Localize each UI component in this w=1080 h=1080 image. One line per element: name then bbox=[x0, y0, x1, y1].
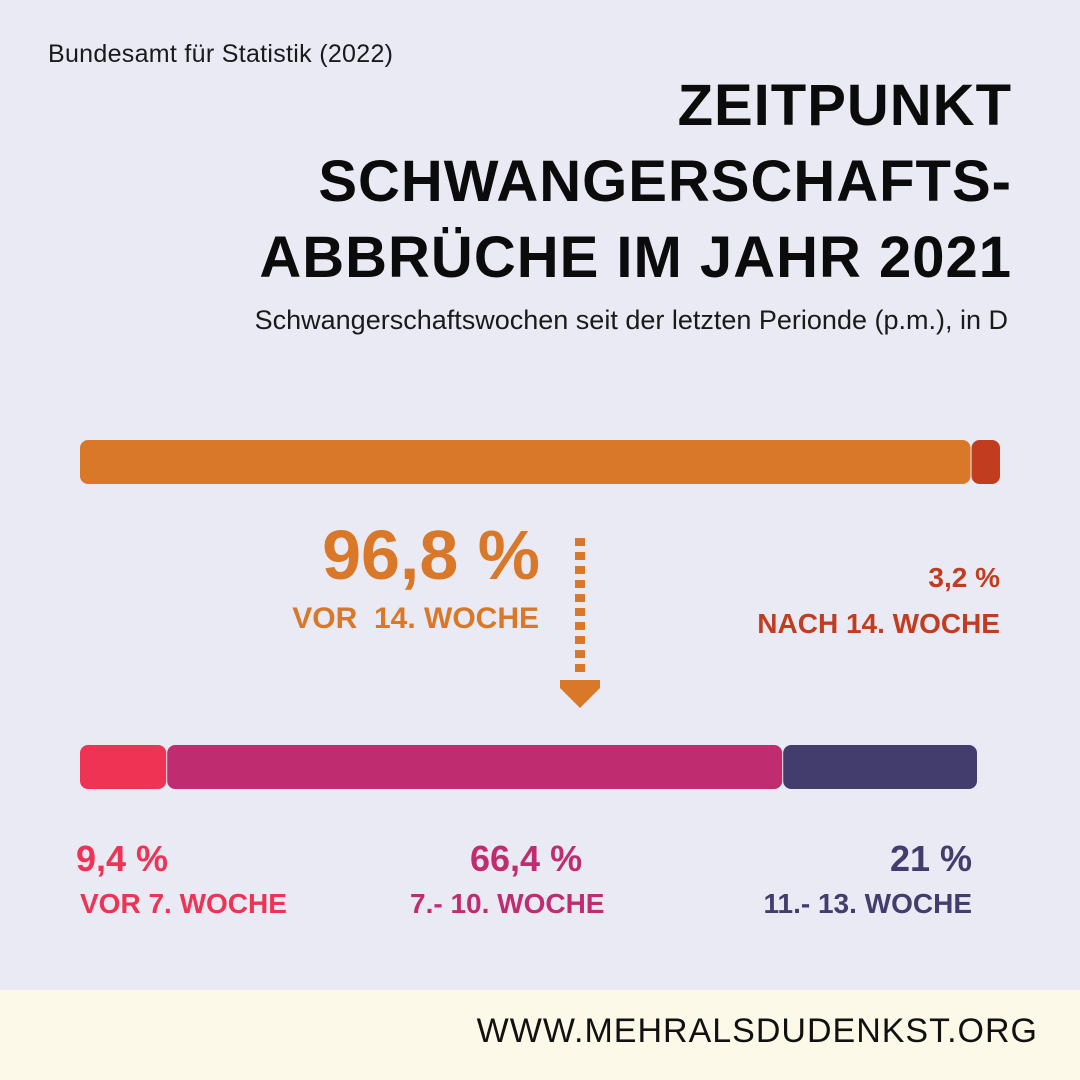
website-link[interactable]: WWW.MEHRALSDUDENKST.ORG bbox=[476, 1012, 1038, 1050]
title-line-2: SCHWANGERSCHAFTS- bbox=[318, 149, 1012, 214]
top-stacked-bar bbox=[80, 440, 1000, 484]
footer-bar: WWW.MEHRALSDUDENKST.ORG bbox=[0, 990, 1080, 1080]
segment-label-before-14: VOR 14. WOCHE bbox=[292, 602, 539, 635]
title-line-3: ABBRÜCHE IM JAHR 2021 bbox=[259, 225, 1012, 290]
segment-label-7-10: 7.- 10. WOCHE bbox=[410, 888, 605, 919]
segment-value-before-7: 9,4 % bbox=[76, 838, 169, 879]
segment-value-7-10: 66,4 % bbox=[470, 838, 583, 879]
bar-segment-2 bbox=[971, 440, 1000, 484]
chart-title: ZEITPUNKT SCHWANGERSCHAFTS- ABBRÜCHE IM … bbox=[259, 68, 1012, 296]
bottom-stacked-bar bbox=[80, 745, 977, 789]
segment-value-before-14: 96,8 % bbox=[322, 516, 540, 594]
segment-value-11-13: 21 % bbox=[889, 838, 972, 879]
segment-label-11-13: 11.- 13. WOCHE bbox=[763, 888, 972, 919]
bar-segment-1 bbox=[80, 440, 971, 484]
segment-label-after-14: NACH 14. WOCHE bbox=[757, 608, 1000, 639]
segment-value-after-14: 3,2 % bbox=[928, 562, 1000, 593]
segment-label-before-7: VOR 7. WOCHE bbox=[80, 888, 287, 919]
bar-segment-2 bbox=[167, 745, 783, 789]
chart-subtitle: Schwangerschaftswochen seit der letzten … bbox=[254, 305, 1008, 335]
bar-segment-3 bbox=[783, 745, 977, 789]
down-arrow-icon bbox=[560, 538, 600, 708]
source-note: Bundesamt für Statistik (2022) bbox=[48, 40, 394, 68]
stacked-bars-chart bbox=[80, 440, 1000, 789]
bar-segment-1 bbox=[80, 745, 167, 789]
title-line-1: ZEITPUNKT bbox=[677, 73, 1012, 138]
